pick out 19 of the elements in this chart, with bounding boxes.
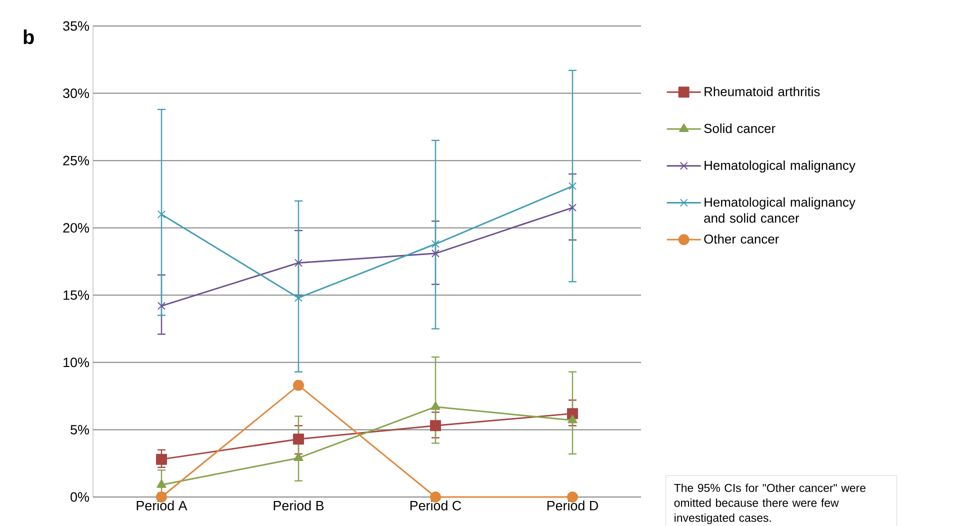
x-tick-label: Period D: [547, 500, 598, 510]
y-tick-label: 25%: [63, 156, 89, 166]
y-tick-label: 20%: [63, 223, 89, 233]
legend-label: Hematological malignancy: [704, 160, 856, 172]
legend-label: Solid cancer: [704, 124, 776, 134]
y-tick-label: 30%: [63, 88, 89, 98]
x-tick-label: Period C: [410, 500, 462, 510]
y-tick-label: 15%: [64, 290, 89, 300]
y-tick-label: 5%: [70, 424, 89, 434]
x-tick-label: Period A: [136, 500, 188, 510]
legend-label: Hematological malignancy and solid cancer: [704, 197, 856, 223]
text: b: [24, 30, 34, 44]
y-tick-label: 10%: [64, 358, 89, 368]
text: The 95% CIs for "Other cancer" were omitted because there were few investigated cases.: [674, 484, 866, 524]
y-tick-label: 0%: [70, 492, 89, 502]
x-tick-label: Period B: [274, 500, 324, 510]
legend-label: Rheumatoid arthritis: [704, 86, 820, 96]
legend-label: Other cancer: [704, 234, 779, 244]
y-tick-label: 35%: [63, 21, 89, 31]
